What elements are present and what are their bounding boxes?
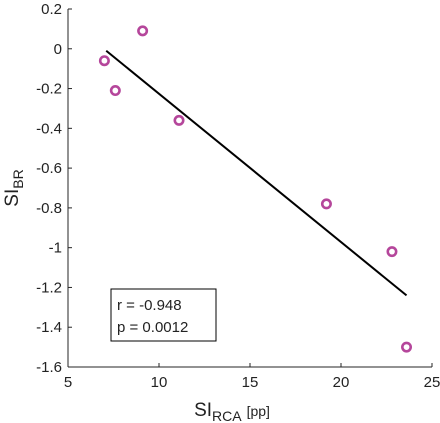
y-tick-label: -0.4 [36,120,62,137]
data-point [401,341,413,353]
regression-line-group [105,49,408,297]
data-point [173,114,185,126]
y-tick-label: -0.6 [36,160,62,177]
p-value: p = 0.0012 [117,319,188,336]
regression-line [105,49,408,297]
y-tick-label: 0.2 [41,1,62,18]
x-tick-label: 5 [64,374,72,391]
y-tick-label: -1.2 [36,279,62,296]
data-point [320,198,332,210]
x-tick-label: 25 [424,374,440,391]
data-point [109,85,121,97]
axes: 5 10 15 20 25 0.2 0 -0.2 -0.4 -0.6 -0.8 -1 -1.2 -1.4 -… [36,1,440,391]
y-tick-label: 0 [54,41,62,58]
y-tick-label: -1.4 [36,319,62,336]
y-tick-label: -1.6 [36,359,62,376]
data-points [98,25,413,353]
stats-box: r = -0.948 p = 0.0012 [110,288,217,342]
axis-labels: SIRCA [pp] SIBR [2,169,270,423]
data-point [98,55,110,67]
x-tick-label: 15 [242,374,259,391]
y-axis-label: SIBR [2,169,26,206]
y-tick-label: -1 [49,240,62,257]
y-tick-label: -0.2 [36,81,62,98]
x-tick-label: 10 [151,374,168,391]
stats-box-frame [110,288,217,342]
data-point [386,246,398,258]
r-value: r = -0.948 [117,297,182,314]
x-axis-label: SIRCA [pp] [194,400,270,423]
data-point [137,25,149,37]
x-tick-label: 20 [333,374,350,391]
y-tick-label: -0.8 [36,200,62,217]
